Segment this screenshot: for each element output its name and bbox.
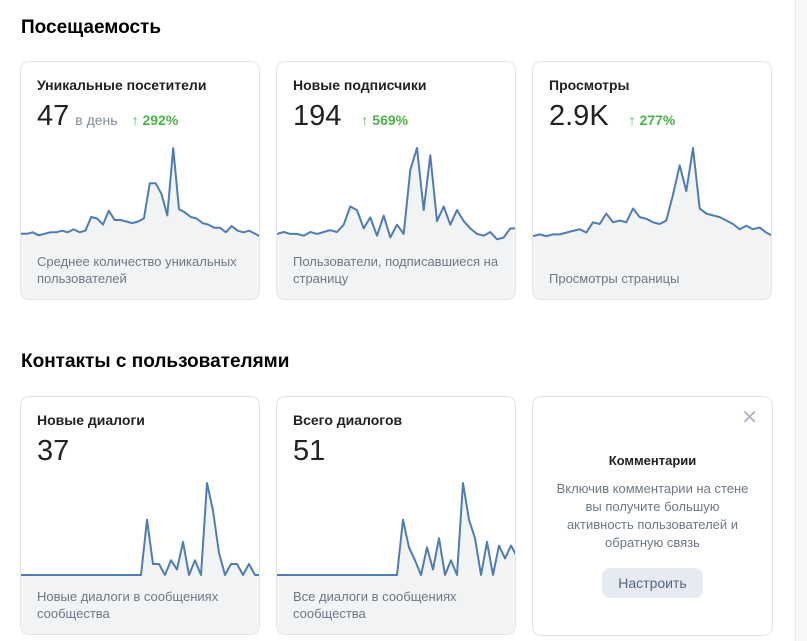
card-title: Всего диалогов: [293, 412, 403, 428]
stat-card-new-dialogs[interactable]: Новые диалоги 37 Новые диалоги в сообщен…: [20, 396, 260, 635]
stat-card-total-dialogs[interactable]: Всего диалогов 51 Все диалоги в сообщени…: [276, 396, 516, 635]
card-value: 2.9K: [549, 100, 609, 132]
card-description: Новые диалоги в сообщениях сообщества: [37, 589, 219, 621]
sparkline-chart: [277, 482, 515, 634]
promo-title: Комментарии: [608, 453, 697, 468]
stat-card-new-subscribers[interactable]: Новые подписчики 194 ↑ 569% Пользователи,…: [276, 61, 516, 300]
sparkline-line: [533, 147, 771, 238]
close-icon[interactable]: ✕: [741, 407, 758, 429]
sparkline-fill: [21, 148, 259, 299]
sparkline-line: [21, 147, 259, 237]
sparkline-fill: [277, 483, 515, 634]
stat-card-unique-visitors[interactable]: Уникальные посетители 47 в день ↑ 292% Сре…: [20, 61, 260, 300]
card-unit: в день: [75, 112, 118, 128]
sparkline-fill: [21, 483, 259, 634]
sparkline-fill: [533, 148, 771, 299]
change-badge: ↑ 569%: [361, 112, 409, 128]
section-title-attendance: Посещаемость: [21, 17, 162, 38]
card-title: Новые диалоги: [37, 412, 145, 428]
change-badge: ↑ 277%: [628, 112, 676, 128]
card-description: Пользователи, подписавшиеся на страницу: [293, 254, 499, 286]
card-value: 47: [37, 100, 70, 132]
card-value: 194: [293, 100, 342, 132]
sparkline-line: [21, 482, 259, 576]
card-value: 37: [37, 435, 70, 467]
configure-button[interactable]: Настроить: [602, 568, 703, 598]
promo-text: Включив комментарии на стене вы получите…: [556, 481, 749, 550]
section-title-contacts: Контакты с пользователями: [21, 351, 290, 372]
card-title: Новые подписчики: [293, 77, 427, 93]
card-description: Все диалоги в сообщениях сообщества: [293, 589, 457, 621]
card-description: Просмотры страницы: [549, 271, 680, 286]
card-description: Среднее количество уникальных пользовате…: [37, 254, 237, 286]
stat-card-views[interactable]: Просмотры 2.9K ↑ 277% Просмотры страницы: [532, 61, 772, 300]
card-title: Просмотры: [549, 77, 630, 93]
scrollbar-area: [795, 0, 807, 641]
sparkline-chart: [277, 147, 515, 299]
sparkline-chart: [533, 147, 771, 299]
comments-promo-card: ✕ Комментарии Включив комментарии на сте…: [532, 396, 773, 636]
sparkline-fill: [277, 148, 515, 299]
change-badge: ↑ 292%: [131, 112, 179, 128]
sparkline-line: [277, 147, 515, 241]
sparkline-line: [277, 482, 515, 576]
sparkline-chart: [21, 147, 259, 299]
sparkline-chart: [21, 482, 259, 634]
card-value: 51: [293, 435, 326, 467]
card-title: Уникальные посетители: [37, 77, 207, 93]
